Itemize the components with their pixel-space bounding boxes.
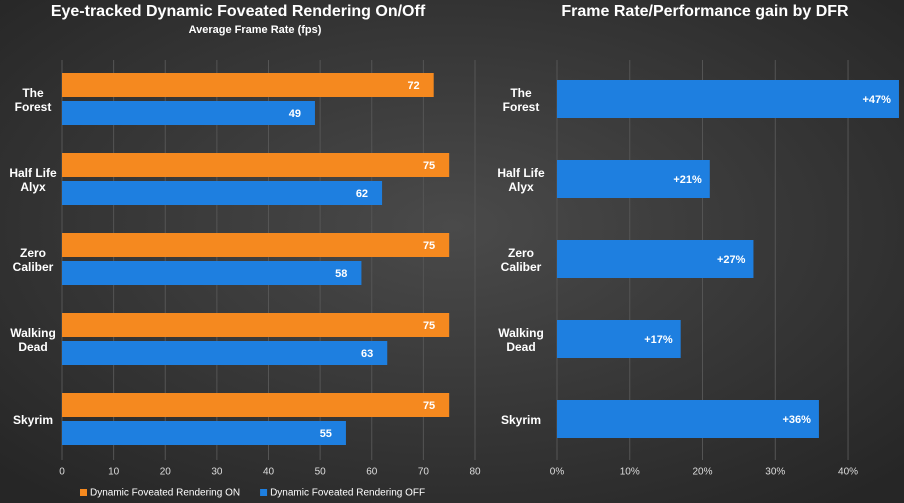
value-label: +47% [863, 94, 892, 106]
value-label: 75 [423, 240, 435, 252]
x-tick-label: 30 [211, 467, 223, 478]
bar [62, 181, 383, 205]
value-label: 55 [320, 428, 332, 440]
legend-label: Dynamic Foveated Rendering ON [90, 488, 240, 499]
bar [62, 73, 434, 97]
value-label: +17% [644, 334, 673, 346]
y-tick-label: Zero Caliber [501, 246, 542, 274]
bar [62, 261, 362, 285]
value-label: 62 [356, 188, 368, 200]
x-tick-label: 10% [620, 467, 640, 478]
x-tick-label: 50 [315, 467, 327, 478]
x-tick-label: 80 [469, 467, 481, 478]
bar [557, 80, 899, 118]
y-tick-label: Skyrim [13, 413, 53, 427]
chart-title: Frame Rate/Performance gain by DFR [561, 3, 849, 20]
bar [62, 341, 388, 365]
y-tick-label: Walking Dead [498, 326, 544, 354]
legend-swatch [80, 489, 87, 496]
value-label: +27% [717, 254, 746, 266]
value-label: 75 [423, 400, 435, 412]
bar [62, 393, 450, 417]
value-label: 63 [361, 348, 373, 360]
y-tick-label: Half Life Alyx [497, 166, 545, 194]
bar [557, 400, 819, 438]
x-tick-label: 40 [263, 467, 275, 478]
x-tick-label: 0 [59, 467, 65, 478]
x-tick-label: 10 [108, 467, 120, 478]
x-tick-label: 40% [838, 467, 858, 478]
value-label: 58 [335, 268, 347, 280]
value-label: 72 [407, 80, 419, 92]
value-label: +36% [782, 414, 811, 426]
bar [62, 421, 346, 445]
x-tick-label: 60 [366, 467, 378, 478]
x-tick-label: 30% [765, 467, 785, 478]
bar [557, 240, 754, 278]
bar [62, 233, 450, 257]
bar [62, 153, 450, 177]
y-tick-label: Zero Caliber [13, 246, 54, 274]
y-tick-label: The Forest [15, 86, 52, 114]
x-tick-label: 0% [550, 467, 565, 478]
chart-subtitle: Average Frame Rate (fps) [189, 24, 322, 36]
legend-label: Dynamic Foveated Rendering OFF [270, 488, 425, 499]
bar [62, 313, 450, 337]
value-label: +21% [673, 174, 702, 186]
x-tick-label: 20% [693, 467, 713, 478]
bar [557, 160, 710, 198]
chart-title: Eye-tracked Dynamic Foveated Rendering O… [51, 3, 426, 20]
y-tick-label: The Forest [503, 86, 540, 114]
x-tick-label: 20 [160, 467, 172, 478]
y-tick-label: Walking Dead [10, 326, 56, 354]
bar [62, 101, 315, 125]
value-label: 75 [423, 320, 435, 332]
x-tick-label: 70 [418, 467, 430, 478]
bar [557, 320, 681, 358]
value-label: 75 [423, 160, 435, 172]
value-label: 49 [289, 108, 301, 120]
y-tick-label: Half Life Alyx [9, 166, 57, 194]
legend-swatch [260, 489, 268, 496]
y-tick-label: Skyrim [501, 413, 541, 427]
